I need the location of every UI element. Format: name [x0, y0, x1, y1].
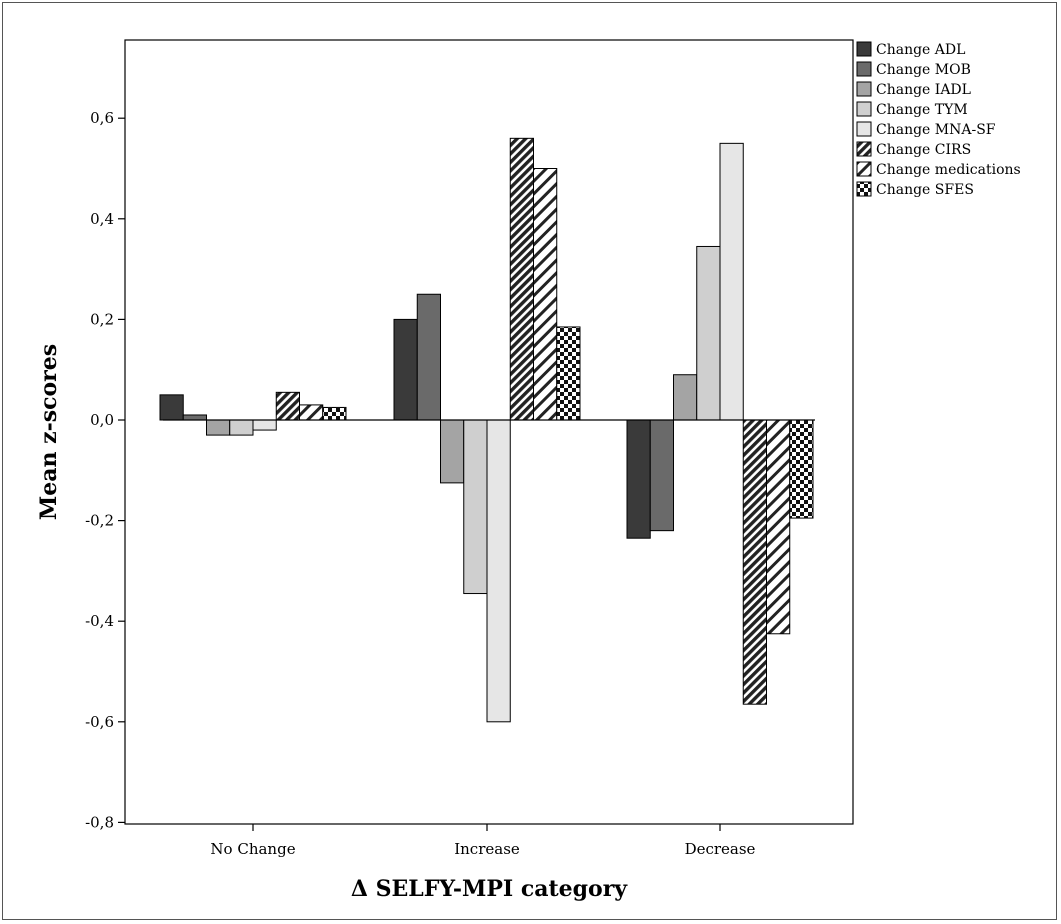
legend-swatch [856, 141, 872, 157]
legend-swatch [856, 101, 872, 117]
x-tick-label: No Change [210, 840, 295, 858]
legend-label: Change MNA-SF [876, 122, 996, 138]
legend-swatch [856, 61, 872, 77]
bars [159, 137, 815, 723]
y-tick-label: -0,8 [85, 813, 114, 831]
bar-change-iadl-increase [440, 419, 465, 484]
bar-change-mna-sf-decrease [719, 142, 744, 421]
x-tick-label: Decrease [685, 840, 756, 858]
legend-label: Change SFES [876, 182, 974, 198]
bar-change-mob-increase [416, 293, 441, 421]
bar-change-tym-decrease [696, 245, 721, 421]
bar-change-mob-decrease [649, 419, 674, 532]
y-tick-label: 0,4 [90, 210, 114, 228]
y-tick-label: 0,0 [90, 411, 114, 429]
legend-swatch [856, 41, 872, 57]
legend-swatch [856, 81, 872, 97]
x-tick-label: Increase [454, 840, 520, 858]
legend-label: Change ADL [876, 42, 965, 58]
legend: Change ADL Change MOB Change IADL Change TY… [854, 37, 1054, 205]
legend-box [854, 37, 1054, 205]
legend-swatch [856, 181, 872, 197]
y-tick-label: -0,6 [85, 713, 114, 731]
y-tick-label: -0,4 [85, 612, 114, 630]
bar-change-mob-no-change [182, 414, 207, 421]
legend-label: Change medications [876, 162, 1021, 178]
legend-label: Change CIRS [876, 142, 971, 158]
legend-label: Change MOB [876, 62, 971, 78]
bar-change-cirs-increase [509, 137, 534, 421]
bar-change-medications-increase [533, 168, 558, 421]
legend-label: Change TYM [876, 102, 968, 118]
plot-area [124, 39, 854, 825]
bar-change-sfes-no-change [322, 406, 347, 421]
y-axis: -0,8 -0,6 -0,4 -0,2 0,0 0,2 0,4 0,6 [85, 109, 125, 831]
bar-change-tym-no-change [229, 419, 254, 436]
bar-change-cirs-no-change [275, 391, 300, 421]
bar-change-adl-increase [393, 318, 418, 421]
bar-change-mna-sf-increase [486, 419, 511, 723]
bar-change-medications-no-change [299, 404, 324, 421]
x-axis: No Change Increase Decrease [210, 824, 756, 858]
legend-swatch [856, 161, 872, 177]
bar-change-medications-decrease [766, 419, 791, 635]
bar-change-sfes-decrease [789, 419, 814, 519]
bar-change-adl-no-change [159, 394, 184, 421]
y-tick-label: 0,2 [90, 310, 114, 328]
bar-change-iadl-decrease [673, 374, 698, 421]
x-axis-title: Δ SELFY-MPI category [351, 876, 628, 902]
bar-change-mna-sf-no-change [252, 419, 277, 431]
bar-change-tym-increase [463, 419, 488, 595]
bar-change-adl-decrease [626, 419, 651, 539]
y-tick-label: -0,2 [85, 512, 114, 530]
legend-swatch [856, 121, 872, 137]
legend-label: Change IADL [876, 82, 971, 98]
y-axis-title: Mean z-scores [36, 344, 62, 520]
y-tick-label: 0,6 [90, 109, 114, 127]
bar-change-sfes-increase [556, 326, 581, 421]
bar-change-iadl-no-change [206, 419, 231, 436]
bar-change-cirs-decrease [742, 419, 767, 705]
